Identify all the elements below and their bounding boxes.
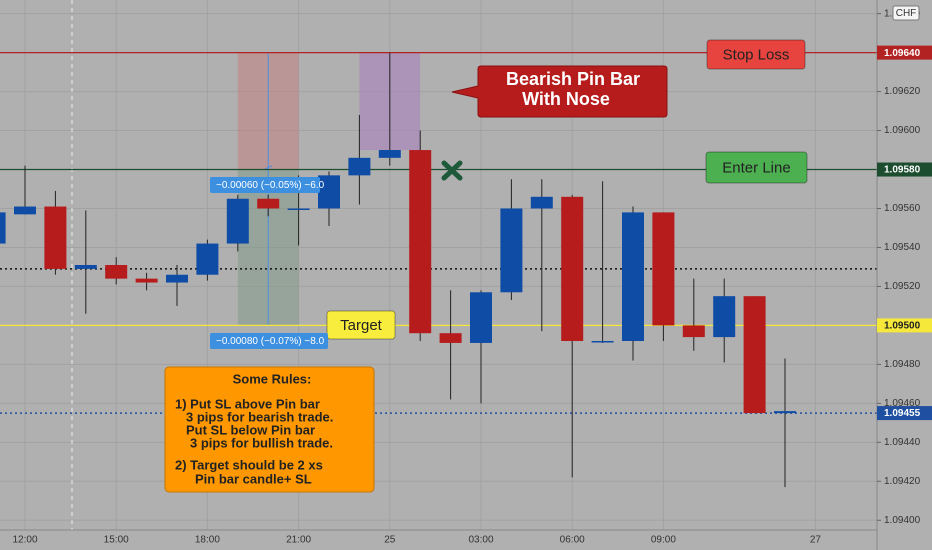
- level-label: Stop Loss: [723, 46, 790, 63]
- rules-line: 3 pips for bullish trade.: [190, 435, 333, 450]
- y-tick-label: 1.09520: [884, 281, 921, 292]
- level-tag: [877, 406, 932, 421]
- level-tag: [877, 318, 932, 333]
- entry-cross: [441, 160, 463, 181]
- y-tick-label: 1.09420: [884, 476, 921, 487]
- level-label-box: [705, 151, 808, 184]
- x-tick-label: 03:00: [468, 535, 493, 546]
- level-tag-label: 1.09580: [884, 165, 921, 176]
- candle-body: [348, 157, 371, 176]
- candle-body: [0, 212, 6, 244]
- x-tick-label: 27: [810, 535, 822, 546]
- y-tick-label: 1.09540: [884, 242, 921, 253]
- rules-line: 2) Target should be 2 xs: [175, 457, 323, 472]
- candle-body: [470, 292, 492, 343]
- x-tick-label: 25: [384, 535, 396, 546]
- measure-label: −0.00060 (−0.05%) −6.0: [216, 180, 325, 191]
- rules-line: 3 pips for bearish trade.: [186, 409, 333, 424]
- y-tick-label: 1.09460: [884, 398, 921, 409]
- candle-body: [743, 296, 766, 414]
- candle-body: [166, 274, 188, 283]
- y-tick-label: 1.09560: [884, 203, 921, 214]
- rules-line: 1) Put SL above Pin bar: [175, 396, 320, 411]
- x-tick-label: 21:00: [286, 535, 311, 546]
- x-tick-label: 18:00: [195, 535, 220, 546]
- measure-label: −0.00080 (−0.07%) −8.0: [216, 336, 325, 347]
- candle-body: [500, 208, 523, 293]
- level-tag-label: 1.09455: [884, 408, 921, 419]
- candle-body: [378, 150, 401, 158]
- x-tick-label: 09:00: [651, 535, 676, 546]
- level-tag-label: 1.09500: [884, 321, 921, 332]
- x-tick-label: 15:00: [104, 535, 129, 546]
- candle-body: [713, 296, 736, 338]
- candle-body: [682, 325, 705, 338]
- candle-body: [196, 243, 219, 275]
- rules-line: Put SL below Pin bar: [186, 422, 315, 437]
- measure-label-box: [210, 177, 320, 193]
- candle-body: [287, 208, 310, 210]
- currency: CHF: [896, 8, 917, 19]
- candle-body: [105, 265, 128, 279]
- candle-body: [561, 196, 584, 341]
- y-tick-label: 1.09600: [884, 125, 921, 136]
- candle-body: [774, 411, 796, 414]
- zones: [237, 52, 421, 326]
- y-tick-label: 1.09480: [884, 359, 921, 370]
- level-tag: [877, 45, 932, 60]
- candle-body: [74, 265, 97, 269]
- callout-text: Bearish Pin Bar: [506, 69, 640, 89]
- callout-text: With Nose: [522, 89, 610, 109]
- level-label: Enter Line: [722, 159, 790, 176]
- level-label-box: [326, 310, 396, 340]
- candle-body: [652, 212, 675, 326]
- candle-body: [226, 198, 249, 244]
- rules-box: [164, 366, 375, 493]
- rules-title: Some Rules:: [233, 371, 312, 386]
- y-tick-label: 1.09440: [884, 437, 921, 448]
- measure-label-box: [210, 333, 328, 349]
- candle-body: [409, 150, 432, 334]
- rules-line: Pin bar candle+ SL: [195, 471, 312, 486]
- candle-body: [14, 206, 36, 215]
- level-label-box: [706, 39, 806, 70]
- x-tick-label: 12:00: [12, 535, 37, 546]
- level-tag: [877, 162, 932, 177]
- candle-body: [591, 340, 614, 343]
- y-tick-label: 1.09400: [884, 515, 921, 526]
- candle-body: [318, 175, 340, 209]
- candle-body: [530, 196, 553, 209]
- y-tick-label: 1.09620: [884, 86, 921, 97]
- annotations: Stop Loss Enter Line Target −0.00060 (−0.05…: [164, 39, 808, 493]
- level-label: Target: [340, 317, 383, 334]
- candle-body: [135, 278, 158, 283]
- measure-tick: [263, 165, 273, 170]
- currency-badge: [892, 5, 920, 21]
- callout-box: [451, 65, 668, 118]
- candle-body: [439, 333, 462, 343]
- level-tag-label: 1.09640: [884, 48, 921, 59]
- candle-body: [622, 212, 644, 341]
- candle-body: [257, 198, 280, 209]
- candles: [0, 52, 796, 488]
- x-tick-label: 06:00: [560, 535, 585, 546]
- candle-body: [44, 206, 67, 269]
